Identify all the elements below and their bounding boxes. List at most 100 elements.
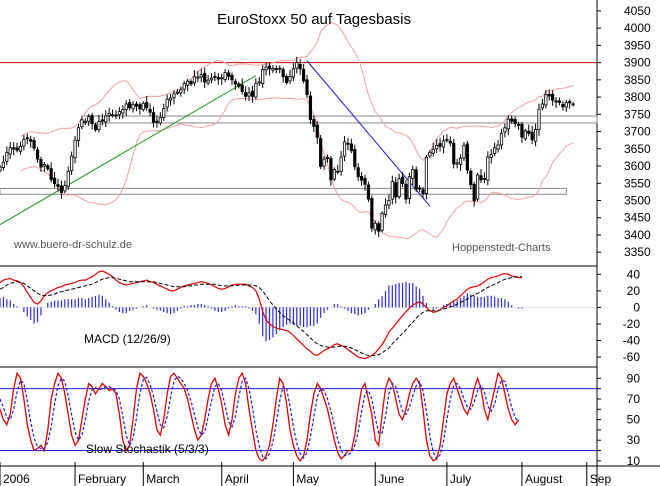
macd-tick-label: -20 — [623, 317, 641, 331]
time-label: April — [225, 472, 249, 486]
candle-body — [196, 76, 200, 79]
candle-body — [165, 98, 169, 108]
candle-body — [107, 112, 111, 116]
candle-body — [557, 100, 562, 103]
candle-body — [363, 178, 367, 185]
candle-body — [544, 94, 548, 106]
candle-body — [520, 123, 524, 138]
candle-body — [63, 185, 67, 192]
time-label: May — [296, 472, 319, 486]
candle-body — [482, 178, 487, 180]
candle-body — [493, 147, 497, 155]
price-tick-label: 3550 — [624, 176, 651, 190]
candle-body — [0, 166, 2, 171]
candle-body — [261, 69, 265, 85]
candle-body — [104, 115, 108, 123]
candle-body — [203, 72, 207, 83]
candle-body — [387, 200, 391, 206]
candle-body — [233, 80, 237, 85]
candle-body — [302, 68, 306, 82]
stochastic-tick-label: 10 — [627, 454, 641, 468]
candle-body — [226, 72, 231, 77]
candle-body — [216, 77, 220, 80]
candle-body — [121, 109, 125, 114]
watermark-right: Hoppenstedt-Charts — [452, 242, 551, 254]
candle-body — [547, 93, 551, 97]
candle-body — [516, 123, 521, 126]
candle-body — [489, 154, 493, 158]
candle-body — [8, 147, 12, 155]
candle-body — [537, 108, 541, 130]
candle-body — [155, 120, 159, 123]
candle-body — [499, 132, 504, 146]
candle-body — [90, 114, 94, 125]
time-label: March — [146, 472, 179, 486]
stochastic-d-line — [0, 375, 519, 460]
candle-body — [469, 170, 473, 186]
stochastic-tick-label: 50 — [627, 413, 641, 427]
candle-body — [168, 97, 173, 101]
stochastic-tick-label: 70 — [627, 392, 641, 406]
price-tick-label: 4050 — [624, 4, 651, 18]
candle-body — [421, 189, 425, 195]
candle-body — [131, 103, 135, 110]
macd-tick-label: -60 — [623, 350, 641, 364]
candle-body — [148, 109, 152, 113]
candle-body — [404, 183, 408, 200]
candle-body — [438, 143, 442, 147]
candle-body — [278, 67, 282, 70]
candle-body — [496, 144, 500, 150]
price-tick-label: 3900 — [624, 56, 651, 70]
candle-body — [25, 137, 29, 140]
candle-body — [237, 83, 241, 87]
candle-body — [141, 102, 145, 110]
price-tick-label: 3700 — [624, 125, 651, 139]
support-zone — [0, 187, 567, 195]
candle-body — [428, 151, 432, 157]
candle-body — [319, 138, 323, 167]
candle-body — [230, 74, 234, 81]
macd-tick-label: -40 — [623, 334, 641, 348]
candle-body — [83, 120, 87, 123]
candle-body — [244, 92, 248, 97]
candle-body — [295, 62, 299, 69]
axes: 3350 3400 3450 3500 3550 3600 3650 3700 3750 3800… — [0, 4, 651, 486]
candle-body — [59, 185, 63, 193]
candle-body — [305, 79, 309, 96]
candle-body — [35, 149, 40, 160]
macd-tick-label: 20 — [627, 284, 641, 298]
candle-body — [291, 68, 295, 78]
candle-body — [571, 103, 575, 106]
candle-body — [264, 66, 268, 71]
candle-body — [158, 117, 162, 124]
candle-body — [247, 92, 251, 97]
candle-body — [356, 167, 360, 178]
price-tick-label: 3650 — [624, 142, 651, 156]
candle-body — [114, 114, 118, 117]
stochastic-tick-label: 90 — [627, 371, 641, 385]
candle-body — [250, 90, 255, 97]
candle-body — [179, 89, 183, 94]
candle-body — [128, 102, 132, 109]
macd-signal-line — [0, 276, 522, 356]
macd-line — [0, 270, 522, 360]
candle-body — [12, 147, 16, 150]
candle-body — [339, 156, 343, 172]
candle-body — [70, 155, 74, 171]
candle-body — [510, 118, 514, 122]
candle-body — [288, 75, 292, 82]
candle-body — [18, 145, 23, 152]
candle-body — [56, 184, 60, 187]
candle-body — [530, 131, 534, 141]
candle-body — [534, 129, 538, 142]
candle-body — [366, 184, 371, 200]
candle-body — [138, 104, 142, 110]
candle-body — [325, 157, 330, 159]
candle-body — [370, 198, 374, 229]
candle-body — [486, 156, 490, 181]
candle-body — [346, 142, 350, 145]
candle-body — [336, 170, 340, 173]
candle-body — [472, 183, 476, 202]
candle-body — [80, 119, 84, 128]
